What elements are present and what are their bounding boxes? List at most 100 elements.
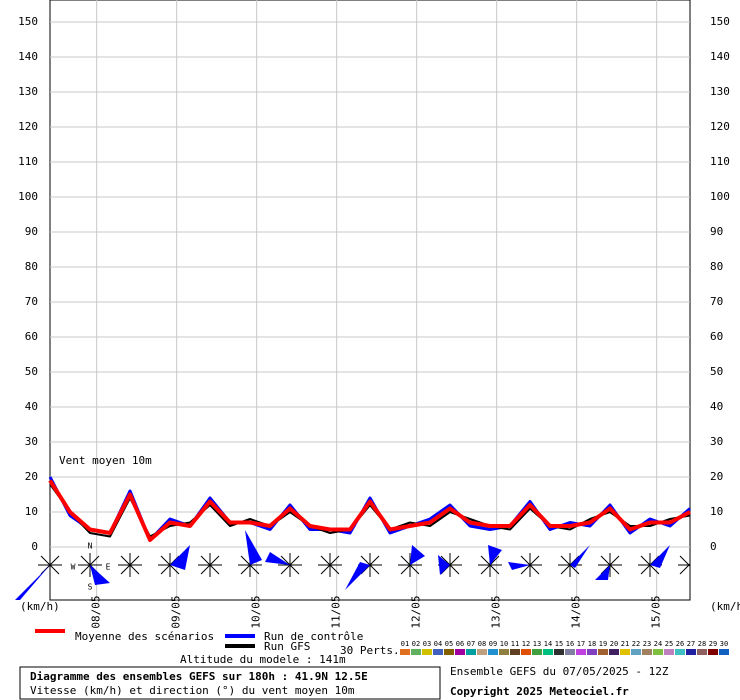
y-tick-label: 70 <box>710 295 723 308</box>
pert-swatch <box>565 649 575 655</box>
x-tick-label: 12/05 <box>410 595 423 628</box>
blade <box>170 545 190 570</box>
pert-label: 02 <box>412 640 420 648</box>
x-tick-label: 15/05 <box>650 595 663 628</box>
pert-label: 27 <box>687 640 695 648</box>
y-tick-label: 80 <box>25 260 38 273</box>
pert-swatch <box>708 649 718 655</box>
pert-label: 11 <box>511 640 519 648</box>
pert-label: 06 <box>456 640 464 648</box>
y-tick-label: 90 <box>25 225 38 238</box>
x-tick-label: 11/05 <box>330 595 343 628</box>
pert-swatch <box>433 649 443 655</box>
pert-label: 16 <box>566 640 574 648</box>
y-tick-label: 10 <box>710 505 723 518</box>
blade <box>15 565 50 600</box>
y-tick-label: 120 <box>18 120 38 133</box>
pert-label: 22 <box>632 640 640 648</box>
legend-swatch <box>35 629 65 633</box>
pert-label: 29 <box>709 640 717 648</box>
pert-swatch <box>444 649 454 655</box>
y-tick-label: 50 <box>25 365 38 378</box>
y-tick-label: 0 <box>710 540 717 553</box>
pert-swatch <box>587 649 597 655</box>
compass-label: S <box>88 583 93 592</box>
compass-label: E <box>106 563 111 572</box>
pert-swatch <box>521 649 531 655</box>
blade <box>595 565 610 580</box>
title-box <box>19 666 441 700</box>
y-tick-label: 60 <box>710 330 723 343</box>
pert-swatch <box>488 649 498 655</box>
pert-label: 07 <box>467 640 475 648</box>
legend-label: Run de contrôle <box>264 630 363 643</box>
pert-label: 03 <box>423 640 431 648</box>
pert-label: 21 <box>621 640 629 648</box>
blade <box>570 545 590 568</box>
y-tick-label: 90 <box>710 225 723 238</box>
legend-label: Run GFS <box>264 640 310 653</box>
y-tick-label: 60 <box>25 330 38 343</box>
pert-label: 13 <box>533 640 541 648</box>
pert-label: 17 <box>577 640 585 648</box>
pert-swatch <box>466 649 476 655</box>
pert-swatch <box>499 649 509 655</box>
y-tick-label: 110 <box>710 155 730 168</box>
y-tick-label: 40 <box>25 400 38 413</box>
pert-label: 24 <box>654 640 662 648</box>
chart-title: Diagramme des ensembles GEFS sur 180h : … <box>30 670 368 683</box>
pert-swatch <box>576 649 586 655</box>
legend-swatch <box>225 644 255 648</box>
legend-label: Moyenne des scénarios <box>75 630 214 643</box>
pert-swatch <box>686 649 696 655</box>
blade <box>265 552 290 565</box>
y-tick-label: 50 <box>710 365 723 378</box>
blade <box>90 565 110 585</box>
y-tick-label: 100 <box>710 190 730 203</box>
pert-swatch <box>675 649 685 655</box>
y-tick-label: 150 <box>710 15 730 28</box>
pert-label: 28 <box>698 640 706 648</box>
pert-swatch <box>422 649 432 655</box>
perts-label: 30 Perts. <box>340 644 400 657</box>
pert-swatch <box>455 649 465 655</box>
pert-label: 01 <box>401 640 409 648</box>
y-unit-left: (km/h) <box>20 600 60 613</box>
x-tick-label: 13/05 <box>490 595 503 628</box>
y-tick-label: 10 <box>25 505 38 518</box>
pert-swatch <box>609 649 619 655</box>
y-tick-label: 110 <box>18 155 38 168</box>
pert-swatch <box>477 649 487 655</box>
pert-swatch <box>543 649 553 655</box>
wind-blades <box>15 530 670 600</box>
pert-label: 14 <box>544 640 552 648</box>
blade <box>438 555 450 575</box>
pert-label: 20 <box>610 640 618 648</box>
pert-swatch <box>697 649 707 655</box>
x-tick-label: 10/05 <box>250 595 263 628</box>
y-tick-label: 140 <box>18 50 38 63</box>
pert-swatch <box>664 649 674 655</box>
compass-label: N <box>88 542 93 551</box>
y-tick-label: 0 <box>31 540 38 553</box>
pert-swatch <box>642 649 652 655</box>
pert-swatch <box>400 649 410 655</box>
pert-label: 15 <box>555 640 563 648</box>
pert-label: 18 <box>588 640 596 648</box>
pert-swatch <box>620 649 630 655</box>
pert-label: 25 <box>665 640 673 648</box>
y-tick-label: 30 <box>25 435 38 448</box>
y-tick-label: 30 <box>710 435 723 448</box>
pert-label: 19 <box>599 640 607 648</box>
legend-swatch <box>225 634 255 638</box>
run-info: Ensemble GEFS du 07/05/2025 - 12Z <box>450 665 669 678</box>
pert-swatch <box>510 649 520 655</box>
pert-swatch <box>411 649 421 655</box>
x-tick-label: 08/05 <box>90 595 103 628</box>
pert-swatch <box>554 649 564 655</box>
compass-label: W <box>71 563 76 572</box>
rose <box>678 555 691 575</box>
pert-label: 05 <box>445 640 453 648</box>
x-tick-label: 09/05 <box>170 595 183 628</box>
